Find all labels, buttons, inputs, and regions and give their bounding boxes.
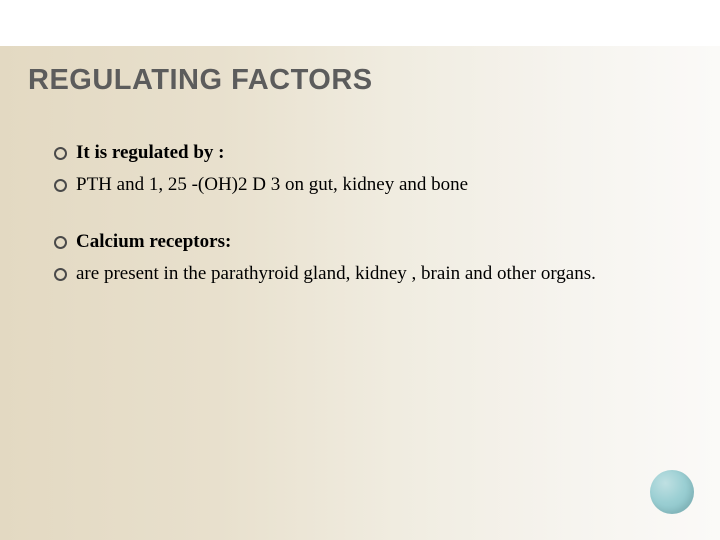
bullet-text: Calcium receptors:: [76, 231, 231, 252]
bullet-text: PTH and 1, 25 -(OH)2 D 3 on gut, kidney …: [76, 174, 468, 195]
bullet-text: It is regulated by :: [76, 142, 224, 163]
top-bar: [0, 0, 720, 46]
bullet-group-1: It is regulated by : PTH and 1, 25 -(OH)…: [48, 140, 680, 197]
slide-content: It is regulated by : PTH and 1, 25 -(OH)…: [48, 140, 680, 293]
list-item: Calcium receptors:: [48, 229, 680, 255]
group-gap: [48, 203, 680, 229]
list-item: are present in the parathyroid gland, ki…: [48, 261, 680, 287]
bullet-group-2: Calcium receptors: are present in the pa…: [48, 229, 680, 286]
bullet-text: are present in the parathyroid gland, ki…: [76, 263, 596, 284]
slide-title: REGULATING FACTORS: [28, 64, 373, 97]
list-item: It is regulated by :: [48, 140, 680, 166]
list-item: PTH and 1, 25 -(OH)2 D 3 on gut, kidney …: [48, 172, 680, 198]
decor-circle-icon: [650, 470, 694, 514]
slide: REGULATING FACTORS It is regulated by : …: [0, 0, 720, 540]
